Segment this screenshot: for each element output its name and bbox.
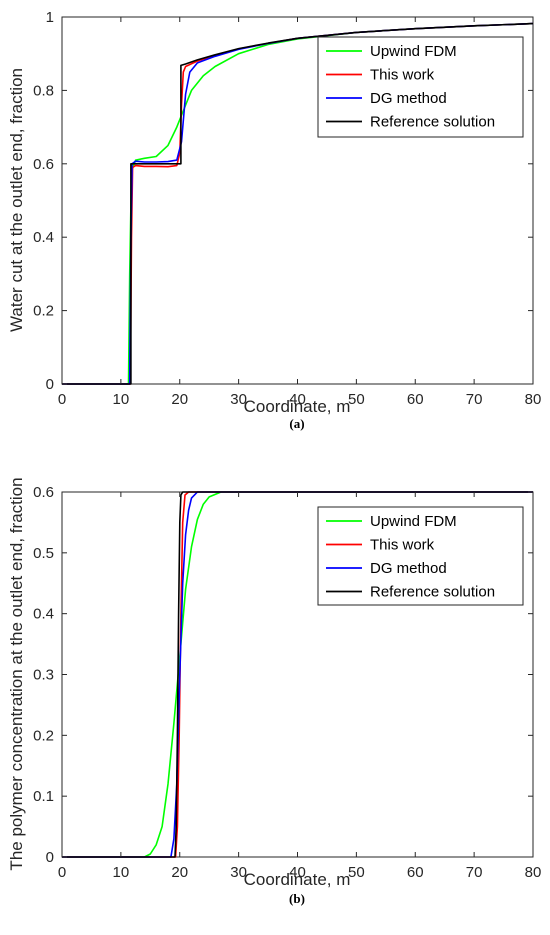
legend-label-a-1: This work — [370, 67, 435, 84]
panel-label-b: (b) — [289, 891, 305, 906]
x-tick-label-b-8: 80 — [525, 864, 542, 881]
x-tick-label-b-0: 0 — [58, 864, 66, 881]
x-axis-label-b: Coordinate, m — [244, 870, 351, 889]
y-tick-label-b-2: 0.2 — [33, 727, 54, 744]
x-tick-label-b-7: 70 — [466, 864, 483, 881]
legend-label-a-2: DG method — [370, 90, 447, 107]
series-line-b-2 — [62, 491, 533, 858]
x-tick-label-a-6: 60 — [407, 391, 424, 408]
y-tick-label-b-1: 0.1 — [33, 788, 54, 805]
y-tick-label-b-4: 0.4 — [33, 606, 54, 623]
x-tick-label-b-5: 50 — [348, 864, 365, 881]
y-tick-label-b-3: 0.3 — [33, 667, 54, 684]
legend-label-b-2: DG method — [370, 560, 447, 577]
x-tick-label-a-8: 80 — [525, 391, 542, 408]
y-axis-label-b: The polymer concentration at the outlet … — [7, 477, 26, 870]
x-tick-label-a-4: 40 — [289, 391, 306, 408]
y-tick-label-a-2: 0.4 — [33, 229, 54, 246]
y-tick-label-a-4: 0.8 — [33, 82, 54, 99]
y-tick-label-a-0: 0 — [46, 376, 54, 393]
x-tick-label-b-6: 60 — [407, 864, 424, 881]
y-tick-label-a-5: 1 — [46, 9, 54, 26]
x-tick-label-a-7: 70 — [466, 391, 483, 408]
x-tick-label-a-5: 50 — [348, 391, 365, 408]
legend-label-b-0: Upwind FDM — [370, 513, 457, 530]
x-tick-label-a-0: 0 — [58, 391, 66, 408]
x-tick-label-a-3: 30 — [230, 391, 247, 408]
x-tick-label-b-3: 30 — [230, 864, 247, 881]
x-tick-label-b-2: 20 — [171, 864, 188, 881]
panel-label-a: (a) — [289, 416, 304, 431]
legend-label-a-0: Upwind FDM — [370, 43, 457, 60]
y-axis-label-a: Water cut at the outlet end, fraction — [7, 68, 26, 332]
legend-box-b — [317, 506, 524, 606]
y-tick-label-a-1: 0.2 — [33, 303, 54, 320]
legend-label-b-3: Reference solution — [370, 584, 495, 601]
y-tick-label-b-5: 0.5 — [33, 545, 54, 562]
y-tick-label-b-0: 0 — [46, 849, 54, 866]
x-tick-label-a-1: 10 — [113, 391, 130, 408]
legend-box-a — [317, 36, 524, 138]
chart-panel-b: 0 10 20 30 40 50 60 70 80 0 0.1 0.2 0.3 0.4 0.5 0.6 Upw… — [7, 477, 541, 906]
series-line-b-3 — [62, 491, 533, 858]
y-tick-label-a-3: 0.6 — [33, 156, 54, 173]
legend-label-b-1: This work — [370, 537, 435, 554]
x-tick-label-a-2: 20 — [171, 391, 188, 408]
x-tick-label-b-4: 40 — [289, 864, 306, 881]
series-line-a-3 — [62, 22, 534, 385]
legend-label-a-3: Reference solution — [370, 114, 495, 131]
y-tick-label-b-6: 0.6 — [33, 484, 54, 501]
chart-panel-a: 0 10 20 30 40 50 60 70 80 0 0.2 0.4 0.6 0.8 1 Upwind F… — [7, 9, 541, 431]
x-axis-label-a: Coordinate, m — [244, 397, 351, 416]
x-tick-label-b-1: 10 — [113, 864, 130, 881]
